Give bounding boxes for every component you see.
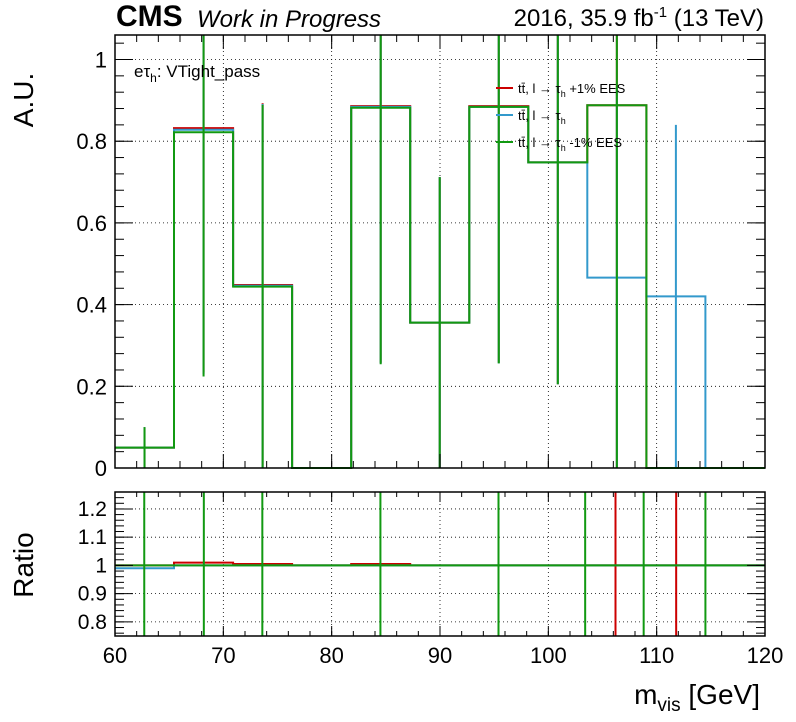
axis-ticks xyxy=(114,35,766,636)
x-tick-label: 70 xyxy=(211,643,235,668)
x-tick-label: 90 xyxy=(428,643,452,668)
y-tick-label: 0 xyxy=(95,456,107,481)
cms-label: CMS xyxy=(116,0,183,33)
legend-entry-2: tt̄, l → τh -1% EES xyxy=(518,135,622,153)
ratio-tick-label: 1 xyxy=(95,554,107,577)
ratio-tick-label: 0.8 xyxy=(78,611,107,634)
y-tick-label: 1 xyxy=(95,48,107,73)
luminosity-label: 2016, 35.9 fb-1 (13 TeV) xyxy=(513,4,764,32)
x-tick-label: 60 xyxy=(103,643,127,668)
ratio-grid xyxy=(115,492,765,636)
axis-labels: 0 0.2 0.4 0.6 0.8 1 0.8 0.9 1 1.1 1.2 60 70 80 90 100 11… xyxy=(76,48,783,668)
x-tick-label: 110 xyxy=(639,643,674,668)
legend-entry-1: tt̄, l → τh xyxy=(518,108,566,126)
ratio-tick-label: 0.9 xyxy=(78,583,107,606)
x-tick-label: 120 xyxy=(747,643,784,668)
x-tick-label: 100 xyxy=(530,643,567,668)
histogram-series-2 xyxy=(115,104,765,469)
y-tick-label: 0.4 xyxy=(76,293,107,318)
work-in-progress-label: Work in Progress xyxy=(197,6,382,33)
y-tick-label: 0.6 xyxy=(76,211,107,236)
x-tick-label: 80 xyxy=(319,643,343,668)
category-label: eτh: VTight_pass xyxy=(134,62,260,85)
ratio-series xyxy=(115,492,765,636)
ratio-tick-label: 1.2 xyxy=(78,498,107,521)
main-series xyxy=(115,35,765,469)
ratio-tick-label: 1.1 xyxy=(78,526,107,549)
y-tick-label: 0.2 xyxy=(76,374,107,399)
x-axis-label: mvis [GeV] xyxy=(634,679,760,716)
y-axis-label-main: A.U. xyxy=(8,73,39,127)
y-tick-label: 0.8 xyxy=(76,129,107,154)
legend-entry-0: tt̄, l → τh +1% EES xyxy=(518,81,626,99)
y-axis-label-ratio: Ratio xyxy=(8,532,39,597)
legend: tt̄, l → τh +1% EES tt̄, l → τh tt̄, l → τ… xyxy=(496,81,626,153)
